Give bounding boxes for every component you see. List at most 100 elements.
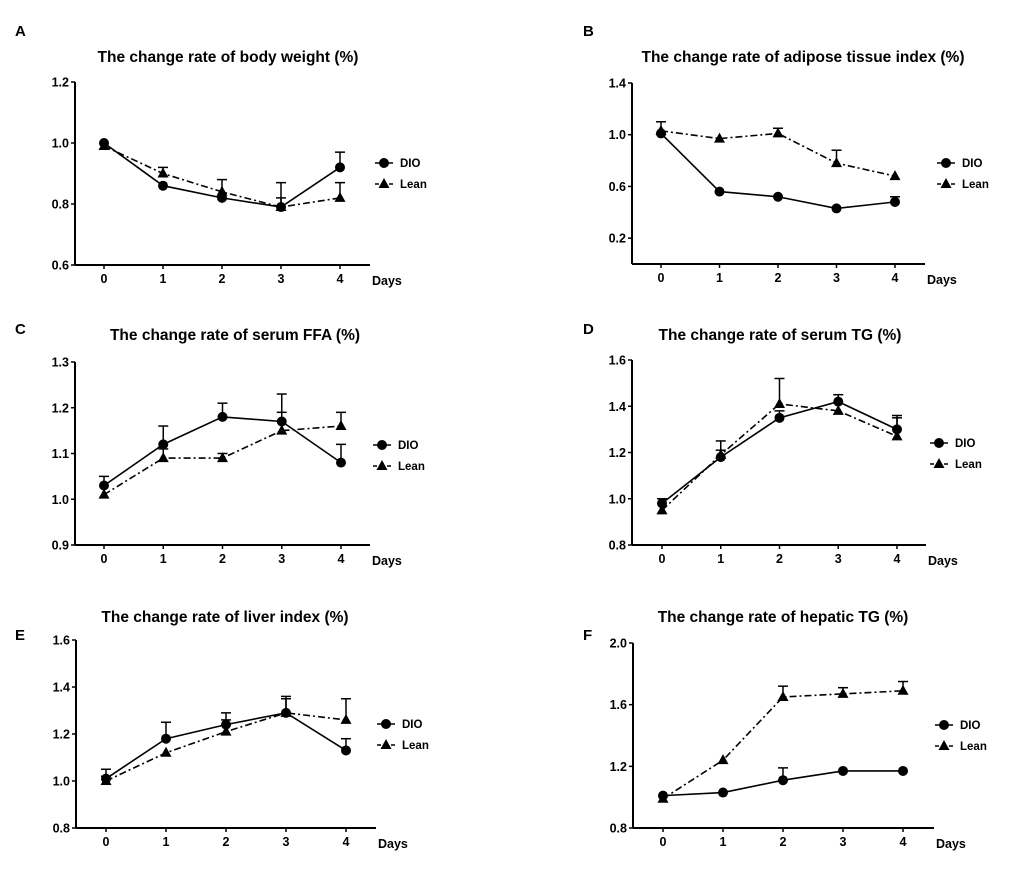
legend-label: Lean xyxy=(962,179,989,191)
data-point xyxy=(276,424,288,435)
x-tick-label: 2 xyxy=(223,835,230,849)
legend-marker xyxy=(376,460,388,470)
y-tick-label: 1.4 xyxy=(609,400,626,414)
y-tick-label: 0.2 xyxy=(609,232,626,246)
y-tick-label: 0.8 xyxy=(52,198,69,212)
y-tick-label: 1.2 xyxy=(610,760,627,774)
data-point xyxy=(101,773,111,784)
y-tick-label: 0.8 xyxy=(609,539,626,553)
data-point xyxy=(892,424,902,435)
chart-title: The change rate of liver index (%) xyxy=(101,609,348,626)
legend-label: DIO xyxy=(962,158,983,170)
y-tick-label: 1.2 xyxy=(53,728,70,742)
data-point xyxy=(889,170,901,181)
x-tick-label: 1 xyxy=(163,835,170,849)
legend-label: DIO xyxy=(955,438,976,450)
series-line xyxy=(103,425,342,496)
x-tick-label: 0 xyxy=(103,835,110,849)
chart-title: The change rate of hepatic TG (%) xyxy=(658,609,909,626)
data-point xyxy=(778,775,788,786)
legend-marker xyxy=(934,438,944,448)
legend-item-lean: Lean xyxy=(935,740,987,753)
legend-label: Lean xyxy=(398,461,425,473)
series-dio xyxy=(656,121,900,214)
data-point xyxy=(833,396,844,407)
y-tick-label: 2.0 xyxy=(610,637,627,651)
y-tick-label: 0.6 xyxy=(52,259,69,273)
legend-item-dio: DIO xyxy=(937,158,983,170)
data-point xyxy=(890,196,900,207)
data-point xyxy=(157,167,169,178)
x-tick-label: 1 xyxy=(717,552,724,566)
y-tick-label: 1.0 xyxy=(52,137,69,151)
panel-a: A The change rate of body weight (%) 0.6 0.… xyxy=(15,23,427,288)
chart-title: The change rate of body weight (%) xyxy=(98,49,359,66)
legend-label: DIO xyxy=(400,158,421,170)
data-point xyxy=(276,416,287,427)
data-point xyxy=(658,790,668,801)
legend-item-dio: DIO xyxy=(375,158,421,170)
panel-letter: A xyxy=(15,23,26,40)
y-tick-label: 1.2 xyxy=(609,446,626,460)
x-tick-label: 4 xyxy=(343,835,350,849)
data-point xyxy=(341,745,351,756)
legend-label: DIO xyxy=(960,720,981,732)
data-point xyxy=(221,719,231,730)
x-tick-label: 3 xyxy=(835,552,842,566)
series-lean xyxy=(98,140,346,212)
x-tick-label: 3 xyxy=(840,835,847,849)
legend-marker xyxy=(377,440,387,450)
legend-item-lean: Lean xyxy=(937,178,989,191)
x-tick-label: 3 xyxy=(278,272,285,286)
series-lean xyxy=(100,698,352,785)
data-point xyxy=(160,746,172,757)
data-point xyxy=(336,457,346,468)
x-tick-label: 3 xyxy=(278,552,285,566)
legend-marker xyxy=(380,739,392,749)
x-tick-label: 4 xyxy=(338,552,345,566)
legend-item-dio: DIO xyxy=(935,720,981,732)
data-point xyxy=(335,420,347,431)
legend-item-lean: Lean xyxy=(930,458,982,471)
x-tick-label: 4 xyxy=(900,835,907,849)
legend-label: Lean xyxy=(955,459,982,471)
x-tick-label: 0 xyxy=(101,272,108,286)
data-point xyxy=(715,452,726,463)
series-dio xyxy=(658,765,908,801)
x-tick-label: 1 xyxy=(160,272,167,286)
y-tick-label: 1.2 xyxy=(52,76,69,90)
data-point xyxy=(161,733,171,744)
x-tick-label: 2 xyxy=(219,272,226,286)
x-tick-label: 2 xyxy=(775,271,782,285)
data-point xyxy=(340,713,352,724)
legend-marker xyxy=(381,719,391,729)
legend-label: Lean xyxy=(960,741,987,753)
data-point xyxy=(158,180,168,191)
panel-f: F The change rate of hepatic TG (%) 0.8 1.2… xyxy=(583,609,987,851)
data-point xyxy=(898,765,908,776)
y-tick-label: 1.0 xyxy=(52,493,69,507)
y-tick-label: 1.0 xyxy=(53,775,70,789)
legend-marker xyxy=(379,158,389,168)
data-point xyxy=(656,128,666,139)
legend-marker xyxy=(940,178,952,188)
panel-letter: E xyxy=(15,627,25,644)
x-axis-label: Days xyxy=(372,274,402,288)
legend-label: DIO xyxy=(398,440,419,452)
legend-item-dio: DIO xyxy=(930,438,976,450)
y-tick-label: 1.3 xyxy=(52,356,69,370)
panel-c: C The change rate of serum FFA (%) 0.9 1.0 1… xyxy=(15,321,425,568)
x-tick-label: 0 xyxy=(101,552,108,566)
series-lean xyxy=(98,411,347,499)
data-point xyxy=(772,127,784,138)
data-point xyxy=(897,684,909,695)
data-point xyxy=(831,203,842,214)
data-point xyxy=(216,185,228,196)
legend-item-dio: DIO xyxy=(377,719,423,731)
panel-letter: F xyxy=(583,627,592,644)
series-dio xyxy=(657,393,902,509)
data-point xyxy=(99,480,109,491)
x-tick-label: 4 xyxy=(337,272,344,286)
y-tick-label: 1.6 xyxy=(53,634,70,648)
x-tick-label: 2 xyxy=(219,552,226,566)
